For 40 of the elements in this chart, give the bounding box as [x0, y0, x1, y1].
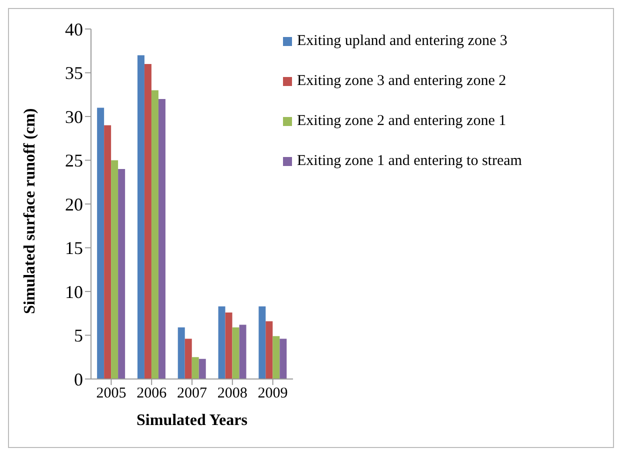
bar	[272, 336, 280, 379]
bar	[218, 306, 226, 379]
y-tick-label: 30	[65, 106, 83, 127]
bar	[144, 64, 152, 379]
bar	[198, 358, 206, 379]
bar	[97, 108, 104, 379]
bar	[158, 99, 166, 379]
bar	[137, 55, 144, 379]
bar	[225, 312, 232, 379]
y-tick-label: 35	[65, 63, 83, 84]
bar	[151, 90, 158, 379]
y-tick-label: 20	[65, 194, 83, 214]
x-tick-label: 2007	[177, 386, 208, 402]
bar	[280, 338, 287, 379]
y-axis-title: Simulated surface runoff (cm)	[22, 108, 39, 314]
bar	[118, 169, 126, 379]
y-tick-label: 15	[65, 238, 83, 258]
y-tick-label: 25	[65, 150, 83, 171]
bar	[232, 327, 240, 379]
bar	[184, 338, 192, 379]
y-tick-label: 0	[74, 369, 83, 390]
legend-label: Exiting upland and entering zone 3	[297, 32, 508, 50]
bar	[192, 357, 199, 379]
bar	[266, 321, 273, 379]
legend-label: Exiting zone 3 and entering zone 2	[297, 72, 506, 90]
bar	[111, 160, 118, 379]
x-axis-title: Simulated Years	[136, 412, 248, 429]
bar	[258, 306, 266, 379]
y-tick-label: 40	[65, 19, 83, 40]
legend-label: Exiting zone 2 and entering zone 1	[297, 112, 506, 130]
bar	[104, 125, 112, 379]
y-tick-label: 10	[65, 282, 83, 302]
x-tick-label: 2006	[136, 386, 168, 402]
y-tick-label: 5	[74, 326, 83, 346]
legend-label: Exiting zone 1 and entering to stream	[297, 152, 522, 170]
x-tick-label: 2009	[258, 386, 288, 402]
bar	[178, 327, 185, 379]
x-tick-label: 2008	[217, 386, 248, 402]
x-tick-label: 2005	[96, 386, 126, 402]
bar	[239, 324, 246, 379]
